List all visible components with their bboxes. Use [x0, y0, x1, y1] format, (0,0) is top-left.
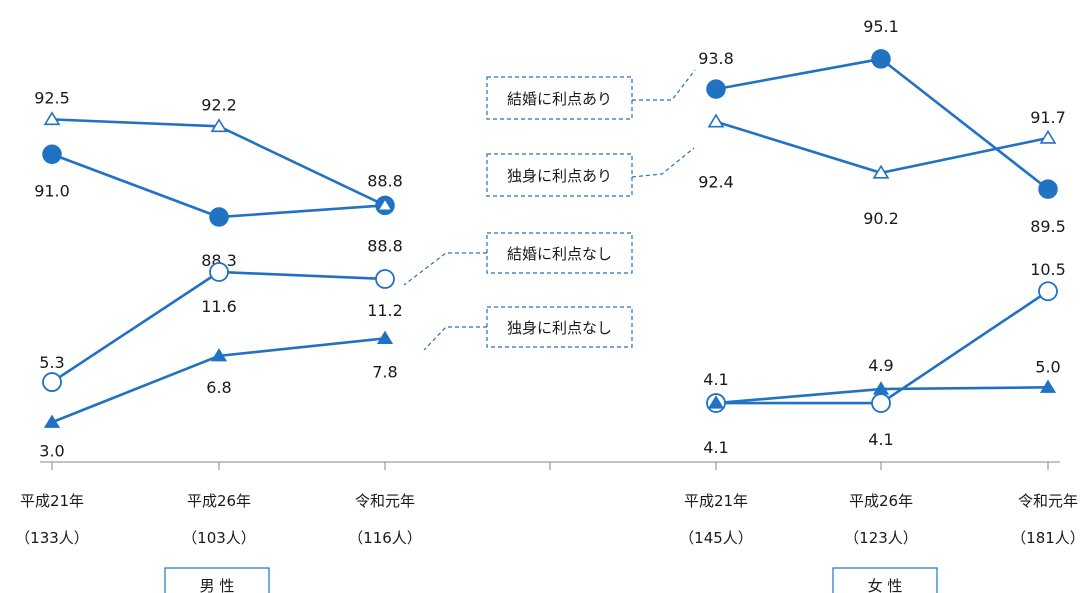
data-point-marker	[706, 79, 726, 99]
series-line	[51, 270, 386, 384]
callout-box	[486, 76, 633, 120]
data-point-marker	[42, 144, 62, 164]
data-point-marker	[872, 164, 890, 179]
data-label: 91.0	[34, 181, 70, 200]
data-point-marker	[210, 118, 228, 133]
data-label: 95.1	[863, 17, 899, 36]
callout-box	[486, 232, 633, 274]
data-label: 91.7	[1030, 108, 1066, 127]
x-tick-count: （145人）	[679, 529, 753, 547]
series-label: 独身に利点あり	[507, 167, 612, 185]
data-point-marker	[1039, 129, 1057, 144]
data-label: 7.8	[372, 362, 397, 381]
series-line	[51, 118, 386, 207]
data-point-marker	[376, 197, 394, 212]
data-point-marker	[871, 393, 891, 413]
callout-leader	[631, 147, 695, 178]
data-point-marker	[209, 262, 229, 282]
x-tick-label: 平成26年	[849, 492, 913, 510]
data-point-marker	[375, 269, 395, 289]
data-label: 5.3	[39, 353, 64, 372]
callout-leader	[403, 252, 487, 286]
data-label: 93.8	[698, 49, 734, 68]
data-point-marker	[43, 111, 61, 126]
data-point-marker	[1039, 379, 1057, 393]
data-point-marker	[707, 395, 725, 409]
x-tick-label: 平成21年	[684, 492, 748, 510]
callout-box	[486, 306, 633, 348]
data-point-marker	[43, 414, 61, 428]
data-label: 88.8	[367, 171, 403, 190]
data-point-marker	[209, 207, 229, 227]
data-label: 4.1	[703, 370, 728, 389]
callout-leader	[423, 326, 487, 351]
data-label: 88.8	[367, 236, 403, 255]
callout-leader	[632, 69, 696, 101]
data-label: 4.1	[703, 438, 728, 457]
group-label: 女 性	[868, 577, 903, 593]
series-label: 結婚に利点なし	[507, 245, 612, 263]
x-tick-count: （181人）	[1011, 529, 1085, 547]
data-label: 89.5	[1030, 217, 1066, 236]
series-line	[715, 120, 1049, 175]
x-tick-count: （123人）	[844, 529, 918, 547]
callout-box	[486, 153, 633, 197]
data-label: 4.1	[868, 430, 893, 449]
x-tick-label: 平成21年	[20, 492, 84, 510]
data-label: 11.2	[367, 301, 403, 320]
data-label: 3.0	[39, 441, 64, 460]
x-tick-count: （103人）	[182, 529, 256, 547]
data-label: 4.9	[868, 356, 893, 375]
group-label-box	[164, 567, 270, 593]
x-tick-label: 平成26年	[187, 492, 251, 510]
data-label: 92.2	[201, 95, 237, 114]
data-label: 92.4	[698, 173, 734, 192]
data-label: 92.5	[34, 88, 70, 107]
series-label: 独身に利点なし	[507, 319, 612, 337]
data-label: 10.5	[1030, 260, 1066, 279]
group-label: 男 性	[200, 577, 235, 593]
data-point-marker	[707, 113, 725, 128]
data-point-marker	[376, 330, 394, 344]
group-label-box	[832, 567, 938, 593]
data-point-marker	[1038, 179, 1058, 199]
data-point-marker	[42, 372, 62, 392]
x-tick-count: （133人）	[15, 529, 89, 547]
x-tick-label: 令和元年	[1018, 492, 1078, 510]
data-label: 11.6	[201, 297, 237, 316]
data-label: 6.8	[206, 378, 231, 397]
data-point-marker	[1038, 281, 1058, 302]
x-tick-label: 令和元年	[355, 492, 415, 510]
x-tick-count: （116人）	[348, 529, 422, 547]
data-label: 90.2	[863, 209, 899, 228]
data-point-marker	[871, 49, 891, 69]
data-label: 88.3	[201, 251, 237, 270]
data-point-marker	[210, 348, 228, 362]
data-point-marker	[872, 381, 890, 395]
series-label: 結婚に利点あり	[507, 90, 612, 108]
data-label: 5.0	[1035, 357, 1060, 376]
